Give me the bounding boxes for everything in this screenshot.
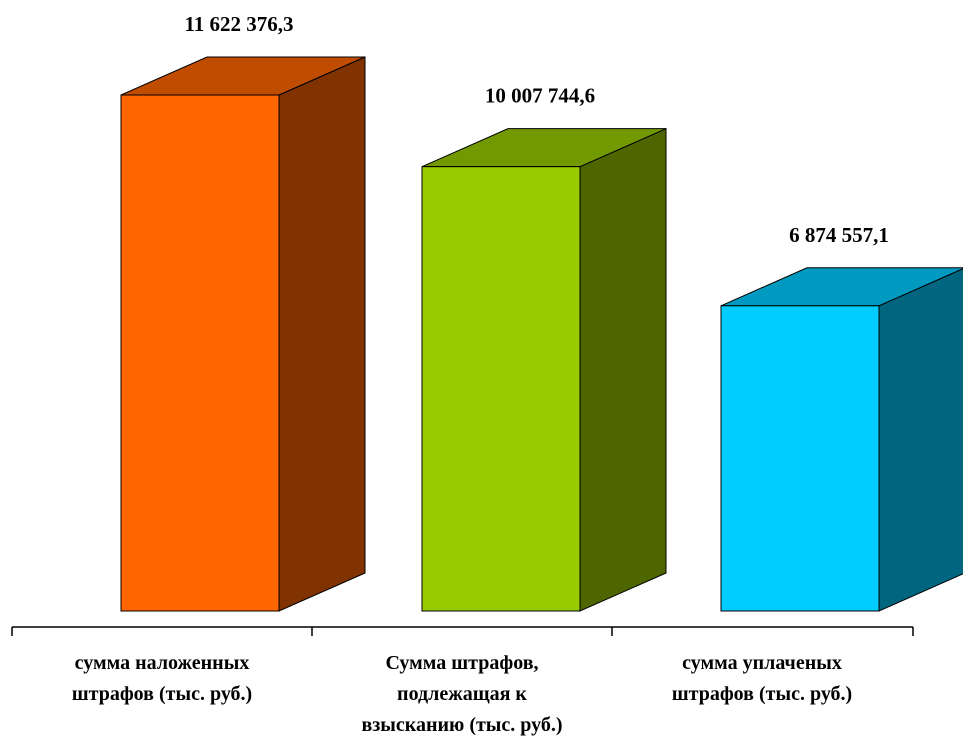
bar-side-3 <box>878 268 963 612</box>
bar-front-1 <box>120 94 280 612</box>
category-label-line: взысканию (тыс. руб.) <box>361 714 562 736</box>
bar-side-2 <box>579 127 667 612</box>
bar-front-2 <box>421 166 581 612</box>
category-label-line: штрафов (тыс. руб.) <box>72 683 252 705</box>
category-label-3: сумма уплаченых штрафов (тыс. руб.) <box>672 652 852 705</box>
bars-layer <box>120 56 963 612</box>
category-label-line: штрафов (тыс. руб.) <box>672 683 852 705</box>
data-label-2: 10 007 744,6 <box>485 84 595 108</box>
x-axis <box>11 626 914 636</box>
labels-layer: 11 622 376,3 10 007 744,6 6 874 557,1 сумма… <box>72 12 889 736</box>
category-label-line: сумма уплаченых <box>682 652 842 674</box>
data-label-1: 11 622 376,3 <box>184 12 293 36</box>
category-label-line: сумма наложенных <box>75 652 250 674</box>
bar-front-3 <box>720 305 880 612</box>
category-label-line: Сумма штрафов, <box>385 652 538 674</box>
bar-2 <box>421 127 667 612</box>
data-label-3: 6 874 557,1 <box>789 223 889 247</box>
category-label-line: подлежащая к <box>397 683 527 705</box>
category-label-1: сумма наложенных штрафов (тыс. руб.) <box>72 652 252 705</box>
bar-side-1 <box>278 56 366 612</box>
bar-3 <box>720 267 963 612</box>
category-label-2: Сумма штрафов, подлежащая к взысканию (тыс… <box>361 652 562 736</box>
bar-1 <box>120 56 366 612</box>
